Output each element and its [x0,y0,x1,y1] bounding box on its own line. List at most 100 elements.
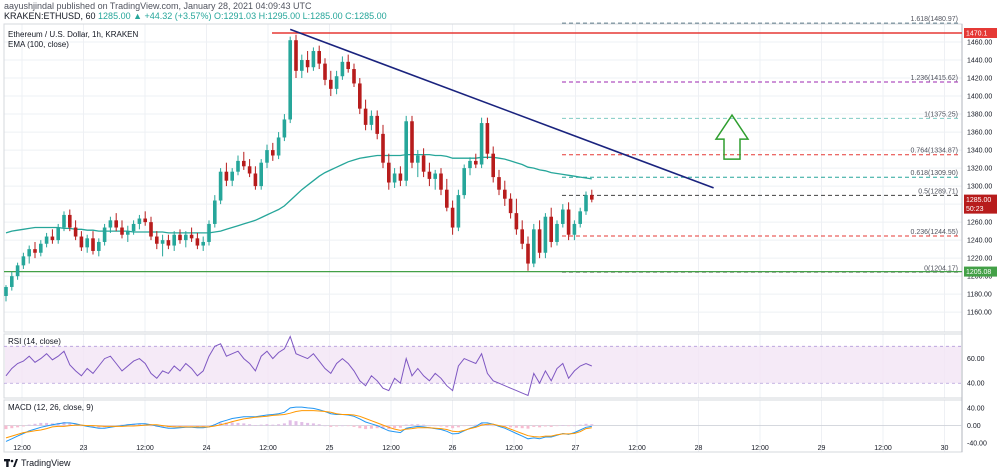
publish-header: aayushjindal published on TradingView.co… [0,0,1000,22]
candle-body [375,115,379,134]
price-axis-badge-text: 1285.00 [966,197,991,204]
candle-body [485,123,490,154]
macd-histogram-bar [311,423,315,426]
candle-body [520,229,524,244]
candle-body [578,211,582,224]
macd-histogram-bar [485,424,489,426]
y-tick-label: 1440.00 [967,58,992,65]
candle-body [271,150,275,156]
x-tick-label: 25 [326,445,334,452]
candle-body [68,214,72,228]
candle-body [85,238,89,248]
candle-body [514,213,519,230]
macd-line [5,406,592,442]
macd-histogram-bar [294,421,298,426]
macd-histogram-bar [590,424,594,426]
macd-histogram-bar [329,425,333,427]
macd-histogram-bar [398,425,402,428]
macd-histogram-bar [514,425,518,428]
candle-body [160,240,165,244]
candle-body [120,227,124,235]
macd-histogram-bar [364,425,368,430]
macd-histogram-bar [184,425,188,427]
candle-body [526,243,530,264]
y-tick-label: 1260.00 [967,220,992,227]
candle-body [44,236,49,244]
candle-body [224,171,229,181]
price-axis-badge [964,203,997,214]
macd-histogram-bar [79,425,83,427]
macd-histogram-bar [300,422,304,426]
macd-histogram-bar [439,425,443,427]
candle-body [456,195,461,228]
candles [4,34,594,302]
macd-histogram-bar [21,425,25,427]
macd-histogram-bar [114,425,118,427]
macd-histogram-bar [567,425,571,427]
candle-body [340,61,345,77]
candle-body [381,133,385,163]
symbol-ohlc-line: KRAKEN:ETHUSD, 60 1285.00 ▲ +44.32 (+3.5… [4,11,387,21]
candle-body [33,249,37,253]
candle-body [294,40,298,71]
macd-legend: MACD (12, 26, close, 9) [8,403,94,412]
macd-histogram-bar [161,425,165,428]
macd-histogram-bar [16,425,20,428]
x-tick-label: 12:00 [751,445,769,452]
macd-histogram-bar [207,425,211,427]
candle-body [532,229,536,264]
x-tick-label: 30 [941,445,949,452]
x-tick-label: 12:00 [13,445,31,452]
candle-body [317,51,321,64]
candle-body [73,227,78,237]
candle-body [114,220,118,228]
fib-level-label: 1.236(1415.62) [911,75,958,82]
candle-body [410,121,414,163]
macd-histogram-bar [468,425,472,426]
candle-body [445,189,449,208]
candle-body [15,265,20,277]
candle-body [561,209,565,224]
candle-body [474,160,478,165]
tradingview-footer[interactable]: TradingView [4,458,71,468]
candle-body [491,153,495,178]
candle-body [369,115,374,125]
candle-body [358,83,362,109]
candle-body [427,171,432,179]
macd-histogram-bar [503,425,507,427]
candle-body [421,155,426,172]
macd-histogram-bar [306,422,310,426]
macd-histogram-bar [248,424,252,426]
x-tick-label: 12:00 [628,445,646,452]
x-tick-label: 12:00 [874,445,892,452]
candle-body [468,160,472,169]
candle-body [213,200,217,224]
macd-histogram-bar [236,422,240,426]
macd-histogram-bar [340,425,344,427]
macd-histogram-bar [137,423,141,426]
price-axis-badge-text: 50:23 [966,206,984,213]
macd-histogram-bar [224,422,228,426]
x-tick-label: 26 [449,445,457,452]
macd-histogram-bar [456,425,460,428]
candle-body [242,160,246,167]
pane-border [3,23,963,333]
fib-level-label: 0.236(1244.55) [911,229,958,236]
ohlc-values: 1285.00 ▲ +44.32 (+3.57%) O:1291.03 H:12… [98,11,387,21]
candle-body [398,173,403,181]
price-axis-badge [964,28,997,39]
macd-histogram-bar [462,425,466,427]
macd-histogram-bar [10,425,14,429]
candle-body [149,222,153,237]
macd-histogram-bar [317,424,321,426]
rsi-tick-label: 40.00 [967,381,985,388]
candle-body [178,234,182,241]
macd-histogram-bar [282,423,286,426]
candle-body [247,166,252,174]
macd-histogram-bar [410,424,414,426]
macd-histogram-bar [346,425,350,427]
candle-body [97,241,101,251]
candle-body [323,63,327,80]
candle-body [91,238,95,251]
